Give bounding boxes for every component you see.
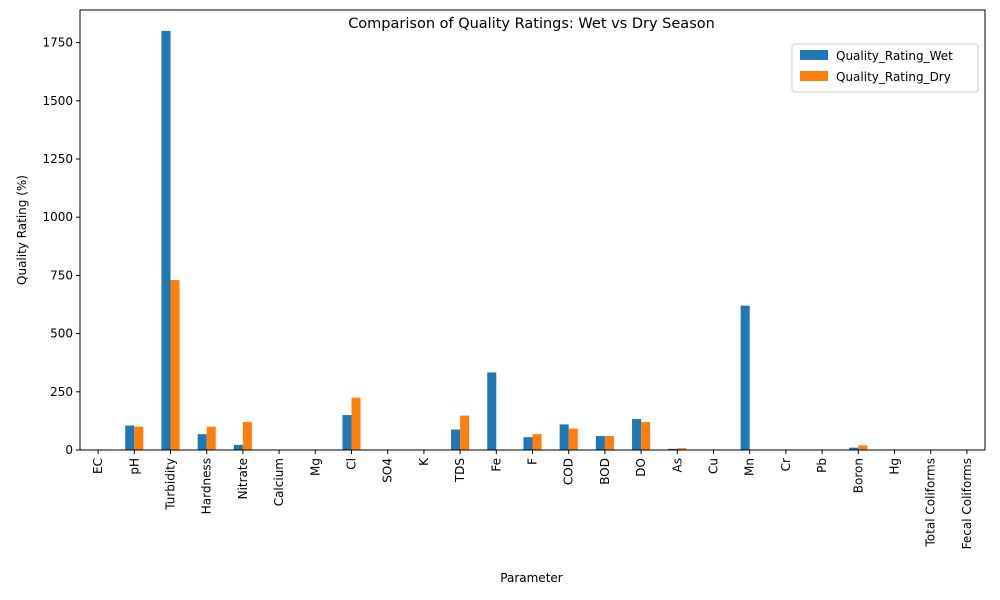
- x-tick-label: DO: [634, 458, 648, 477]
- y-tick-label: 250: [50, 385, 73, 399]
- x-tick-label: Cu: [707, 458, 721, 474]
- legend-swatch-wet: [800, 50, 828, 60]
- bar-dry: [460, 415, 470, 450]
- x-tick-label: Cl: [345, 458, 359, 470]
- bars-group: [125, 30, 868, 450]
- bar-dry: [206, 426, 216, 450]
- y-tick-label: 750: [50, 268, 73, 282]
- bar-wet: [233, 444, 243, 450]
- x-tick-label: K: [417, 457, 431, 466]
- x-tick-label: Fecal Coliforms: [960, 458, 974, 549]
- bar-dry: [858, 445, 868, 450]
- bar-wet: [342, 415, 352, 450]
- bar-dry: [242, 422, 252, 450]
- bar-wet: [487, 372, 497, 450]
- x-axis-title: Parameter: [500, 571, 562, 585]
- x-tick-label: F: [526, 458, 540, 465]
- bar-wet: [632, 419, 642, 450]
- x-tick-label: Total Coliforms: [924, 458, 938, 547]
- x-tick-label: Hg: [888, 458, 902, 475]
- bar-wet: [668, 448, 678, 450]
- bar-dry: [134, 426, 144, 450]
- bar-dry: [170, 280, 180, 450]
- x-tick-label: COD: [562, 458, 576, 485]
- x-tick-label: Mn: [743, 458, 757, 476]
- bar-wet: [125, 425, 135, 450]
- x-tick-label: Pb: [815, 458, 829, 473]
- bar-wet: [197, 434, 207, 450]
- x-tick-label: Mg: [308, 458, 322, 476]
- y-axis: 0 250 500 750 1000 1250 1500 1750: [42, 36, 80, 457]
- bar-wet: [523, 437, 533, 450]
- bar-dry: [351, 397, 361, 450]
- y-tick-label: 1000: [42, 210, 73, 224]
- legend-label-dry: Quality_Rating_Dry: [836, 70, 951, 84]
- chart-title: Comparison of Quality Ratings: Wet vs Dr…: [348, 16, 715, 32]
- bar-wet: [849, 447, 859, 450]
- bar-dry: [677, 448, 687, 450]
- bar-wet: [161, 30, 171, 450]
- legend-box: [791, 43, 979, 93]
- bar-dry: [604, 436, 614, 450]
- x-tick-label: Turbidity: [164, 458, 178, 511]
- bar-wet: [740, 305, 750, 450]
- x-axis: EC pH Turbidity Hardness Nitrate Calcium Mg Cl S…: [91, 450, 974, 549]
- x-tick-label: SO4: [381, 458, 395, 483]
- x-tick-label: Fe: [489, 458, 503, 472]
- bar-dry: [532, 434, 542, 450]
- plot-frame: [79, 9, 986, 451]
- legend-label-wet: Quality_Rating_Wet: [836, 49, 953, 63]
- x-tick-label: BOD: [598, 458, 612, 485]
- legend: Quality_Rating_Wet Quality_Rating_Dry: [791, 43, 979, 93]
- y-tick-label: 0: [65, 443, 73, 457]
- y-tick-label: 1500: [42, 94, 73, 108]
- y-axis-title: Quality Rating (%): [15, 175, 29, 285]
- x-tick-label: Hardness: [200, 458, 214, 514]
- bar-wet: [559, 424, 569, 450]
- bar-wet: [595, 436, 605, 450]
- x-tick-label: Calcium: [272, 458, 286, 506]
- bar-dry: [568, 428, 578, 450]
- x-tick-label: TDS: [453, 458, 467, 483]
- y-tick-label: 500: [50, 327, 73, 341]
- x-tick-label: Nitrate: [236, 458, 250, 499]
- legend-swatch-dry: [800, 71, 828, 81]
- x-tick-label: Cr: [779, 458, 793, 471]
- bar-wet: [451, 429, 461, 450]
- y-tick-label: 1250: [42, 152, 73, 166]
- x-tick-label: As: [670, 458, 684, 472]
- x-tick-label: Boron: [851, 458, 865, 493]
- bar-dry: [641, 422, 651, 450]
- x-tick-label: EC: [91, 458, 105, 474]
- y-tick-label: 1750: [42, 36, 73, 50]
- x-tick-label: pH: [127, 458, 141, 475]
